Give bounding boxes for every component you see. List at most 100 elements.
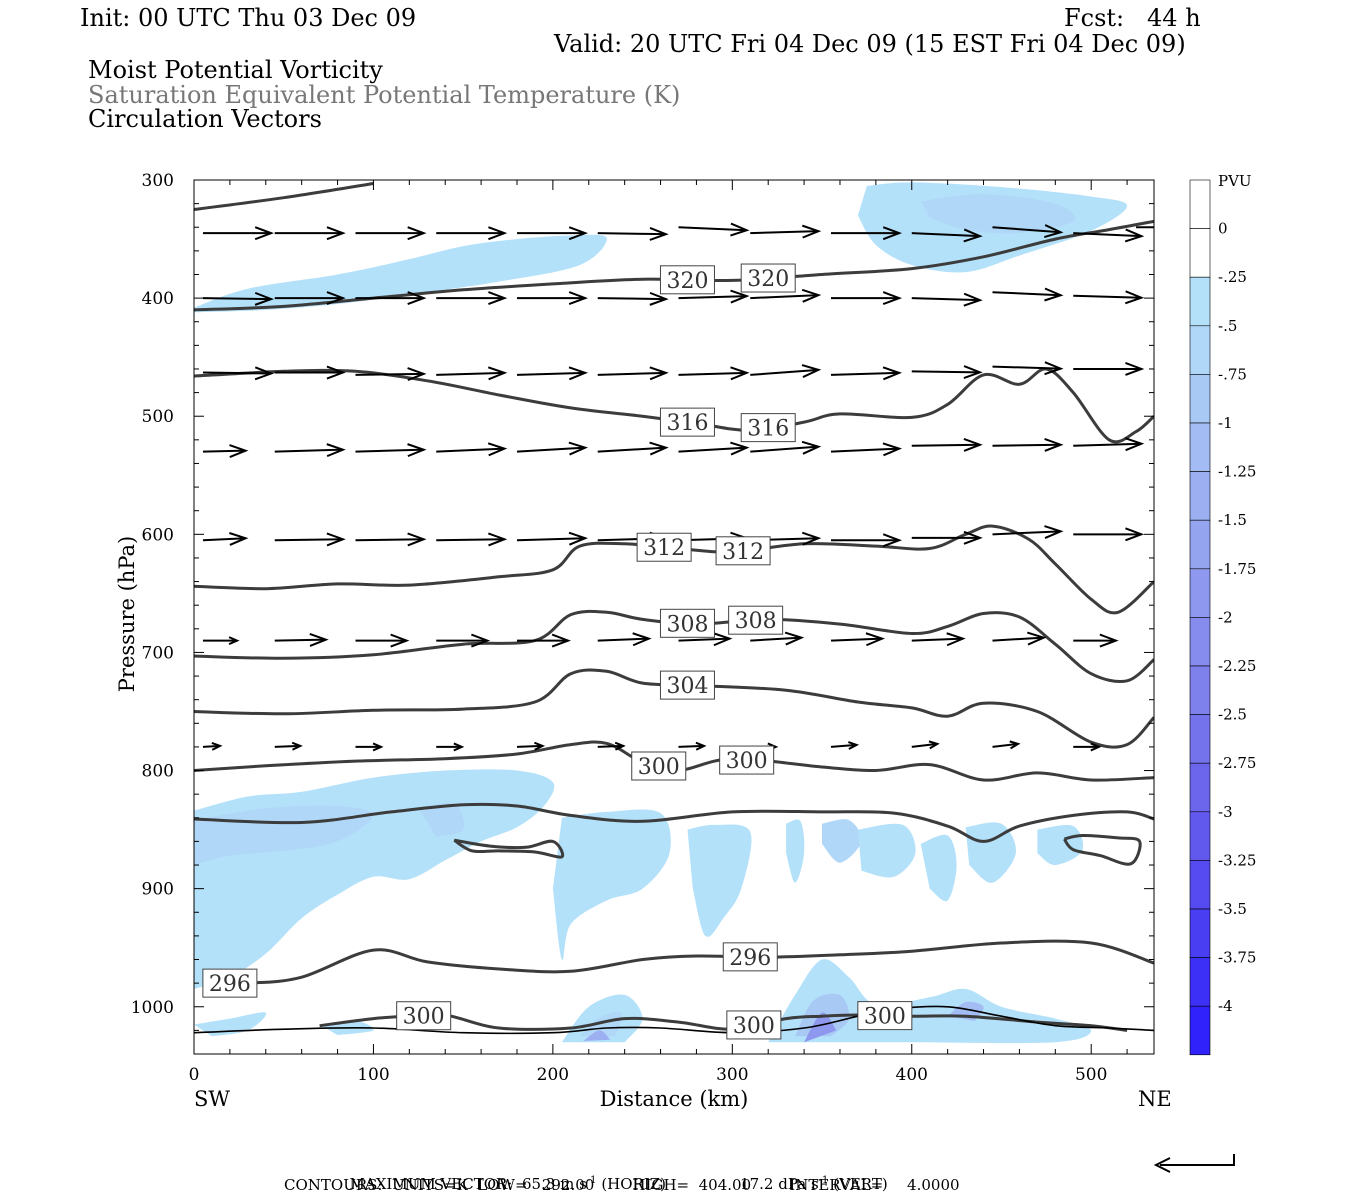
reference-vector-arrow [1153,1154,1235,1173]
circulation-vector [911,632,966,647]
circulation-vector [1073,742,1102,752]
circulation-vector [355,291,427,306]
x-tick-label: 200 [537,1065,569,1085]
circulation-vector [274,365,346,380]
y-tick-label: 300 [142,171,174,191]
circulation-vector [202,226,275,241]
pv-region [687,824,752,937]
circulation-vector [274,741,303,751]
circulation-vector [750,224,822,239]
contour-label-text: 304 [666,674,708,699]
y-tick-label: 600 [142,525,174,545]
colorbar-swatch [1189,811,1211,861]
circulation-vector [1073,362,1145,376]
circulation-vector [831,533,903,548]
circulation-vector [750,364,822,378]
circulation-vector [831,291,903,306]
max-vector-label: MAXIMUM VECTOR: [349,1175,513,1193]
circulation-vector [750,440,822,455]
max-vector-line: MAXIMUM VECTOR: 65.3 m s-1 (HORIZ) 17.2 d… [340,1157,888,1193]
circulation-vector [911,228,983,243]
contour-label: 300 [857,1001,913,1031]
circulation-vector [436,366,508,381]
contour-label: 312 [636,532,692,562]
field-title-pv: Moist Potential Vorticity [88,56,383,84]
circulation-vector [830,442,903,457]
colorbar-swatch [1189,665,1211,715]
circulation-vector [516,531,589,546]
circulation-vector [597,632,652,647]
colorbar-swatch [1189,908,1211,958]
init-time: Init: 00 UTC Thu 03 Dec 09 [80,4,417,32]
circulation-vector [202,741,223,751]
forecast-hour: Fcst: 44 h [1064,4,1201,32]
theta-contour [194,367,1154,444]
circulation-vector [355,443,427,458]
circulation-vector [597,291,669,306]
pv-region [822,819,862,863]
contour-label-text: 300 [733,1014,775,1039]
circulation-vector [1073,290,1145,305]
max-vector-vert-exp: -1 [818,1175,829,1186]
contour-label-text: 320 [747,267,789,292]
x-tick-label: 100 [357,1065,389,1085]
plot-frame [193,179,1155,1055]
circulation-vector [436,742,465,752]
colorbar-label: -3 [1218,803,1233,821]
colorbar-swatch [1189,374,1211,424]
pv-region [552,809,671,961]
contour-labels: 296 296 300 300 304 308 308 312 312 316 316 320 320 3… [202,263,913,1040]
colorbar-swatch [1189,422,1211,472]
colorbar-swatch [1189,617,1211,667]
contour-label: 312 [715,536,771,566]
contour-label-text: 296 [729,946,771,971]
contour-label-text: 316 [666,411,708,436]
valid-time: Valid: 20 UTC Fri 04 Dec 09 (15 EST Fri … [554,30,1186,58]
contour-label-text: 312 [643,536,685,561]
colorbar-label: -2 [1218,608,1233,626]
colorbar-label: -1.75 [1218,560,1256,578]
circulation-vector [202,636,240,646]
theta-contour [194,802,1154,843]
circulation-vector [678,366,750,381]
colorbar-swatch [1189,714,1211,764]
y-tick-label: 500 [142,407,174,427]
circulation-vector [911,292,983,307]
circulation-vector [436,226,508,241]
colorbar-swatch [1189,568,1211,618]
max-vector-vert: 17.2 dPa s [740,1175,819,1193]
circulation-vector [678,632,733,647]
circulation-vector [992,631,1047,646]
circulation-vector [597,441,669,456]
y-tick-label: 900 [142,880,174,900]
x-tick-label: 400 [896,1065,928,1085]
colorbar-label: -1 [1218,414,1233,432]
circulation-vector [436,291,508,306]
circulation-vector [516,441,589,456]
circulation-vector [274,291,346,306]
contour-label: 296 [722,942,778,972]
max-vector-horiz-unit: (HORIZ) [596,1175,667,1193]
circulation-vector [274,632,329,647]
colorbar-swatch [1189,471,1211,521]
contour-label-text: 308 [735,609,777,634]
circulation-vector [678,741,707,751]
y-tick-label: 700 [142,643,174,663]
pv-region [194,1012,267,1037]
colorbar-label: -.25 [1218,268,1247,286]
pv-region [768,959,1092,1044]
x-tick-label: 0 [189,1065,200,1085]
colorbar-swatch [1189,519,1211,570]
contour-label: 320 [740,263,796,293]
colorbar-label: -1.5 [1218,511,1247,529]
circulation-vector [516,366,589,381]
pv-region [786,819,805,883]
circulation-vector [911,365,983,380]
contour-label: 308 [728,605,784,635]
colorbar-label: -.5 [1218,317,1237,335]
contour-label: 300 [396,1001,452,1031]
colorbar-label: -2.5 [1218,706,1247,724]
colorbar-unit: PVU [1218,172,1252,190]
circulation-vector [597,741,626,751]
circulation-vector [516,291,589,306]
